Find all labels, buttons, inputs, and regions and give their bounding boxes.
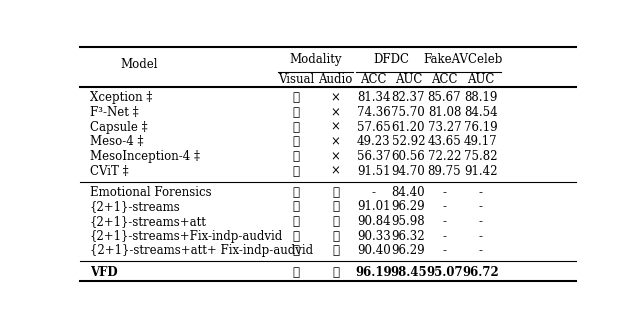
Text: ×: × [330, 135, 340, 148]
Text: 75.70: 75.70 [392, 106, 425, 119]
Text: 81.08: 81.08 [428, 106, 461, 119]
Text: 74.36: 74.36 [356, 106, 390, 119]
Text: 60.56: 60.56 [392, 150, 425, 163]
Text: CViT ‡: CViT ‡ [90, 165, 129, 178]
Text: -: - [479, 244, 483, 258]
Text: ✓: ✓ [292, 186, 300, 199]
Text: ✓: ✓ [332, 244, 339, 258]
Text: ✓: ✓ [292, 121, 300, 134]
Text: 91.01: 91.01 [357, 200, 390, 213]
Text: ✓: ✓ [292, 135, 300, 148]
Text: 96.32: 96.32 [392, 230, 425, 243]
Text: ×: × [330, 165, 340, 178]
Text: Capsule ‡: Capsule ‡ [90, 121, 148, 134]
Text: 56.37: 56.37 [356, 150, 390, 163]
Text: Model: Model [121, 58, 158, 71]
Text: -: - [479, 200, 483, 213]
Text: 49.17: 49.17 [464, 135, 497, 148]
Text: Visual: Visual [278, 73, 314, 86]
Text: {2+1}-streams+att: {2+1}-streams+att [90, 215, 207, 228]
Text: 81.34: 81.34 [357, 92, 390, 105]
Text: FakeAVCeleb: FakeAVCeleb [423, 53, 502, 66]
Text: 84.40: 84.40 [392, 186, 425, 199]
Text: Meso-4 ‡: Meso-4 ‡ [90, 135, 143, 148]
Text: 91.42: 91.42 [464, 165, 497, 178]
Text: 98.45: 98.45 [390, 266, 427, 279]
Text: Xception ‡: Xception ‡ [90, 92, 152, 105]
Text: -: - [443, 200, 447, 213]
Text: AUC: AUC [467, 73, 495, 86]
Text: -: - [443, 244, 447, 258]
Text: ✓: ✓ [292, 244, 300, 258]
Text: ✓: ✓ [292, 165, 300, 178]
Text: 49.23: 49.23 [357, 135, 390, 148]
Text: 95.07: 95.07 [426, 266, 463, 279]
Text: ACC: ACC [431, 73, 458, 86]
Text: 89.75: 89.75 [428, 165, 461, 178]
Text: -: - [479, 230, 483, 243]
Text: ✓: ✓ [292, 92, 300, 105]
Text: 75.82: 75.82 [464, 150, 497, 163]
Text: 82.37: 82.37 [392, 92, 425, 105]
Text: 91.51: 91.51 [357, 165, 390, 178]
Text: ✓: ✓ [292, 215, 300, 228]
Text: AUC: AUC [395, 73, 422, 86]
Text: 76.19: 76.19 [464, 121, 497, 134]
Text: 72.22: 72.22 [428, 150, 461, 163]
Text: ✓: ✓ [292, 266, 300, 279]
Text: 52.92: 52.92 [392, 135, 425, 148]
Text: VFD: VFD [90, 266, 118, 279]
Text: -: - [479, 186, 483, 199]
Text: 73.27: 73.27 [428, 121, 461, 134]
Text: F³-Net ‡: F³-Net ‡ [90, 106, 138, 119]
Text: ACC: ACC [360, 73, 387, 86]
Text: 57.65: 57.65 [356, 121, 390, 134]
Text: 96.72: 96.72 [462, 266, 499, 279]
Text: ×: × [330, 106, 340, 119]
Text: 85.67: 85.67 [428, 92, 461, 105]
Text: 94.70: 94.70 [392, 165, 425, 178]
Text: ✓: ✓ [332, 230, 339, 243]
Text: ×: × [330, 121, 340, 134]
Text: ✓: ✓ [292, 106, 300, 119]
Text: ×: × [330, 92, 340, 105]
Text: Audio: Audio [318, 73, 353, 86]
Text: ✓: ✓ [292, 200, 300, 213]
Text: -: - [443, 230, 447, 243]
Text: 61.20: 61.20 [392, 121, 425, 134]
Text: ✓: ✓ [292, 230, 300, 243]
Text: Modality: Modality [289, 53, 342, 66]
Text: -: - [479, 215, 483, 228]
Text: -: - [372, 186, 376, 199]
Text: {2+1}-streams+att+ Fix-indp-audvid: {2+1}-streams+att+ Fix-indp-audvid [90, 244, 313, 258]
Text: 90.40: 90.40 [356, 244, 390, 258]
Text: MesoInception-4 ‡: MesoInception-4 ‡ [90, 150, 200, 163]
Text: 95.98: 95.98 [392, 215, 425, 228]
Text: 96.19: 96.19 [355, 266, 392, 279]
Text: ✓: ✓ [332, 266, 339, 279]
Text: 96.29: 96.29 [392, 244, 425, 258]
Text: ✓: ✓ [332, 186, 339, 199]
Text: DFDC: DFDC [373, 53, 409, 66]
Text: 96.29: 96.29 [392, 200, 425, 213]
Text: Emotional Forensics: Emotional Forensics [90, 186, 212, 199]
Text: 88.19: 88.19 [464, 92, 497, 105]
Text: {2+1}-streams+Fix-indp-audvid: {2+1}-streams+Fix-indp-audvid [90, 230, 283, 243]
Text: 43.65: 43.65 [428, 135, 461, 148]
Text: -: - [443, 186, 447, 199]
Text: 90.33: 90.33 [356, 230, 390, 243]
Text: -: - [443, 215, 447, 228]
Text: ×: × [330, 150, 340, 163]
Text: 90.84: 90.84 [357, 215, 390, 228]
Text: 84.54: 84.54 [464, 106, 497, 119]
Text: ✓: ✓ [332, 215, 339, 228]
Text: {2+1}-streams: {2+1}-streams [90, 200, 180, 213]
Text: ✓: ✓ [292, 150, 300, 163]
Text: ✓: ✓ [332, 200, 339, 213]
